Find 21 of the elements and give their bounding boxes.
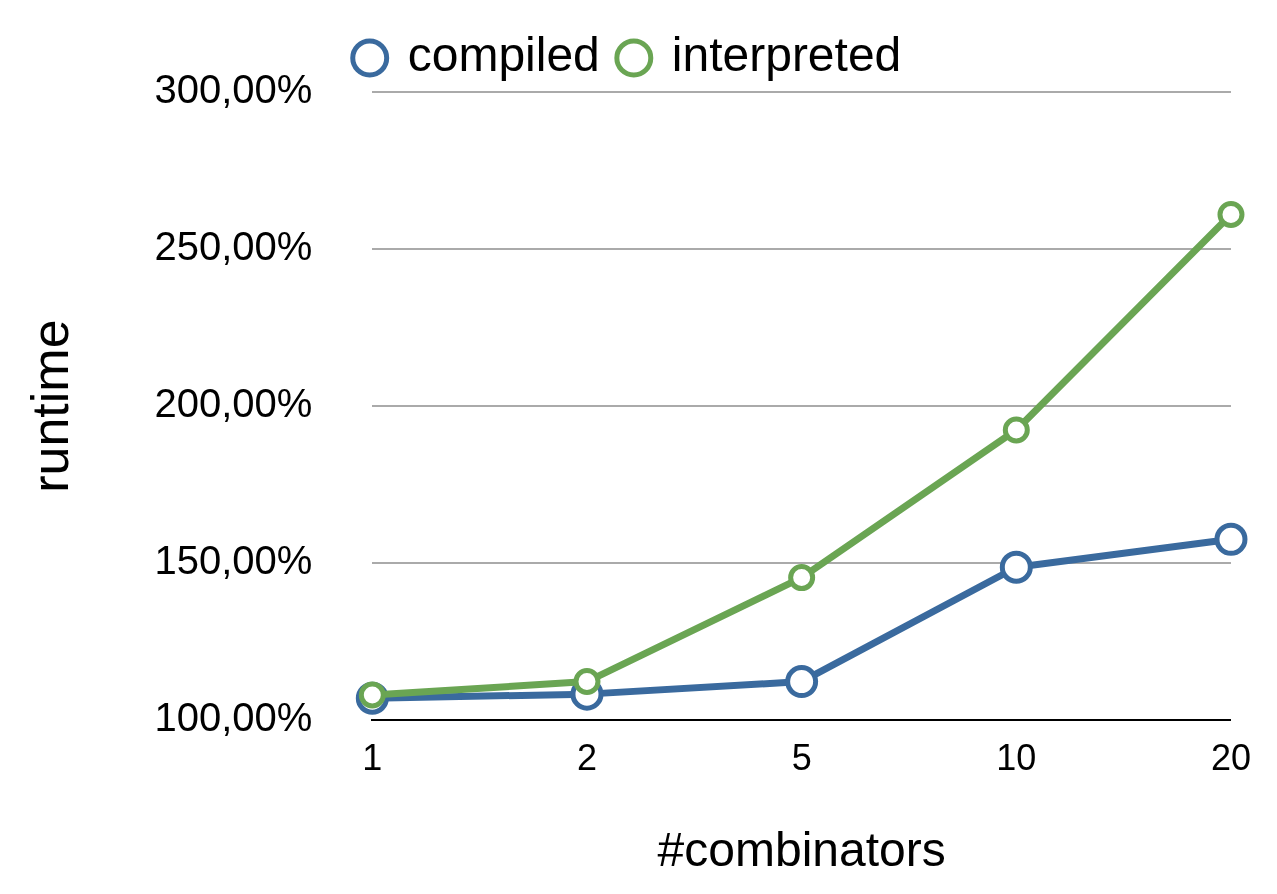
- point: [999, 550, 1033, 584]
- x-tick-label: 10: [996, 736, 1037, 778]
- x-tick-label: 1: [362, 736, 383, 778]
- x-axis-title: #combinators: [657, 823, 946, 877]
- point: [573, 668, 601, 696]
- y-tick-label: 200,00%: [154, 381, 313, 426]
- y-tick-label: 250,00%: [154, 224, 313, 269]
- y-tick-label: 300,00%: [154, 67, 313, 112]
- y-axis-title: runtime: [20, 319, 79, 493]
- point: [785, 665, 819, 699]
- y-tick-label: 150,00%: [154, 538, 313, 583]
- legend-label: compiled: [407, 28, 600, 82]
- point: [1002, 416, 1030, 444]
- x-tick-label: 5: [791, 736, 812, 778]
- point: [1214, 522, 1248, 556]
- x-tick-label: 20: [1210, 736, 1251, 778]
- legend-label: interpreted: [671, 28, 902, 82]
- x-tick-label: 2: [576, 736, 597, 778]
- point: [1217, 201, 1245, 228]
- point: [788, 564, 816, 592]
- y-tick-label: 100,00%: [154, 695, 313, 740]
